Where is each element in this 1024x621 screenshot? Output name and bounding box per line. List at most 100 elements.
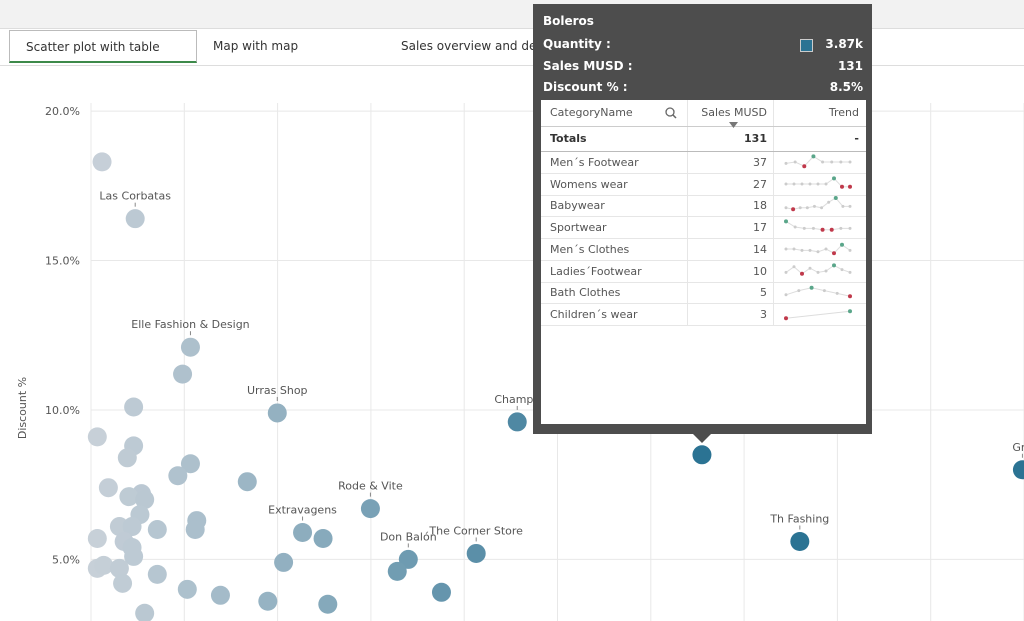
point — [119, 487, 139, 507]
point-label: Don Balón — [380, 530, 437, 543]
category-name: Children´s wear — [550, 307, 638, 321]
category-name: Babywear — [550, 199, 605, 213]
sales-value: 5 — [687, 282, 767, 304]
point — [293, 523, 313, 543]
trend-point — [839, 160, 843, 164]
trend-point — [848, 270, 852, 274]
sparkline — [784, 309, 852, 321]
sales-value: 3 — [687, 303, 767, 325]
point — [274, 552, 294, 572]
point-label: The Corner Store — [428, 524, 523, 537]
totals-trend: - — [773, 127, 859, 151]
tooltip-label: Sales MUSD : — [543, 59, 633, 73]
trend-point — [824, 269, 828, 272]
column-header: CategoryName — [550, 106, 633, 119]
trend-point — [820, 227, 825, 232]
tooltip-table: CategoryName Sales MUSD Trend Totals 131… — [541, 100, 866, 424]
point — [466, 543, 486, 563]
trend-point — [848, 184, 852, 189]
search-icon[interactable] — [665, 107, 677, 119]
trend-point — [784, 182, 788, 186]
sparkline — [784, 176, 852, 189]
point — [98, 478, 118, 498]
sparkline — [784, 242, 852, 255]
trend-point — [824, 182, 828, 186]
sparkline — [784, 154, 852, 169]
trend-point — [832, 262, 836, 267]
trend-point — [832, 176, 836, 181]
point — [180, 337, 200, 357]
point — [125, 209, 145, 229]
trend-point — [816, 182, 820, 186]
trend-point — [821, 160, 825, 164]
point — [398, 549, 418, 569]
trend-cell — [773, 195, 859, 217]
point — [431, 582, 451, 602]
trend-line — [785, 197, 850, 211]
totals-label: Totals — [550, 132, 587, 145]
table-row: Men´s Clothes 14 — [541, 238, 866, 261]
trend-point — [793, 160, 797, 164]
point — [177, 579, 197, 599]
point-label: Las Corbatas — [99, 190, 171, 203]
trend-line — [785, 310, 851, 319]
table-row: Men´s Footwear 37 — [541, 152, 866, 174]
trend-point — [848, 160, 852, 164]
trend-cell — [773, 303, 859, 325]
trend-point — [829, 227, 834, 232]
trend-point — [816, 250, 820, 254]
trend-cell — [773, 282, 859, 304]
category-name: Ladies´Footwear — [550, 264, 642, 278]
point-label: Gru — [1012, 441, 1024, 454]
trend-point — [848, 294, 852, 299]
y-tick-label: 15.0% — [45, 255, 80, 268]
point — [387, 561, 407, 581]
trend-point — [792, 247, 796, 251]
table-row: Ladies´Footwear 10 — [541, 260, 866, 283]
point — [692, 445, 712, 465]
scatter-chart: Discount % 5.0% 10.0% 15.0% 20.0% Las Corbat… — [16, 103, 1024, 621]
point — [113, 573, 133, 593]
trend-point — [792, 182, 796, 186]
table-row: Babywear 18 — [541, 195, 866, 218]
sparkline — [784, 262, 852, 276]
point-label: Th Fashing — [769, 512, 829, 525]
sales-value: 14 — [687, 238, 767, 260]
sales-value: 27 — [687, 173, 767, 195]
trend-point — [840, 242, 844, 247]
tooltip-value: 3.87k — [825, 37, 863, 51]
trend-point — [800, 182, 804, 186]
sparkline — [784, 219, 852, 232]
tab[interactable]: Sales overview and detai — [401, 39, 552, 53]
point — [318, 594, 338, 614]
point — [258, 591, 278, 611]
tab[interactable]: Scatter plot with table — [9, 30, 197, 63]
point — [173, 364, 193, 384]
trend-point — [827, 201, 831, 205]
y-tick-label: 10.0% — [45, 404, 80, 417]
sales-value: 10 — [687, 260, 767, 282]
category-name: Womens wear — [550, 177, 628, 191]
point — [147, 564, 167, 584]
point — [313, 529, 333, 549]
trend-point — [798, 206, 802, 210]
trend-line — [785, 287, 851, 297]
point — [87, 427, 107, 447]
trend-point — [840, 184, 844, 189]
trend-point — [848, 309, 852, 314]
tab[interactable]: Map with map — [213, 39, 299, 53]
tooltip: Boleros Quantity :3.87k Sales MUSD :131 … — [533, 4, 872, 434]
category-name: Men´s Clothes — [550, 242, 630, 256]
trend-point — [805, 206, 809, 210]
table-row: Sportwear 17 — [541, 217, 866, 240]
totals-value: 131 — [687, 127, 767, 151]
point-label: Rode & Vite — [338, 480, 403, 493]
trend-point — [793, 225, 797, 229]
tab-bar: Scatter plot with table Map with map Sal… — [0, 29, 1024, 66]
sales-value: 37 — [687, 152, 767, 173]
trend-point — [840, 267, 844, 271]
sparkline — [784, 285, 852, 299]
y-tick-label: 20.0% — [45, 105, 80, 118]
point — [87, 529, 107, 549]
point — [267, 403, 287, 423]
